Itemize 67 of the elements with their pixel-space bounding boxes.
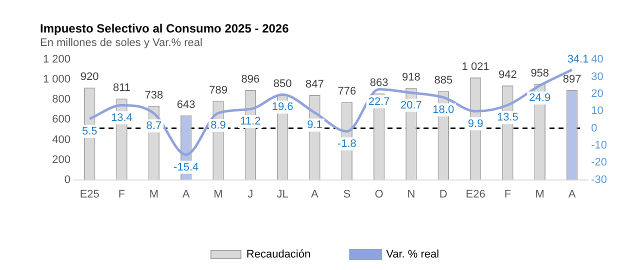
data-label: 958 xyxy=(530,67,550,80)
data-label: 13.4 xyxy=(111,112,132,124)
data-label: 847 xyxy=(306,78,324,90)
data-label: 19.6 xyxy=(272,101,294,114)
data-label: 738 xyxy=(144,89,164,102)
data-label: 8.9 xyxy=(210,120,226,132)
data-label: 811 xyxy=(112,82,131,94)
x-tick-label: F xyxy=(504,188,512,200)
data-label: 24.9 xyxy=(529,92,551,104)
data-label: 18.0 xyxy=(432,104,454,116)
y2-tick-label: -30 xyxy=(591,174,608,186)
legend-label: Var. % real xyxy=(386,248,440,261)
y2-tick-label: -10 xyxy=(591,139,608,152)
x-tick-label: M xyxy=(149,188,159,200)
data-label: -15.4 xyxy=(174,161,199,174)
legend-label: Recaudación xyxy=(246,248,311,261)
x-tick-label: JL xyxy=(276,188,288,200)
data-label: 1 021 xyxy=(462,61,490,74)
x-tick-label: M xyxy=(535,188,544,200)
x-tick-label: A xyxy=(568,188,576,200)
data-label: 942 xyxy=(498,68,517,81)
x-tick-label: M xyxy=(214,188,223,200)
data-label: 20.7 xyxy=(400,99,422,112)
x-tick-label: A xyxy=(311,188,320,200)
y-tick-label: 1 200 xyxy=(42,54,71,66)
x-tick-label: F xyxy=(118,188,126,200)
data-label: 897 xyxy=(562,73,582,86)
y2-tick-label: 40 xyxy=(591,54,604,66)
data-label: 9.1 xyxy=(307,119,322,132)
data-label: 863 xyxy=(370,76,388,89)
data-label: 13.5 xyxy=(496,112,518,124)
x-tick-label: D xyxy=(439,188,448,200)
x-tick-label: O xyxy=(374,188,384,200)
chart-title: Impuesto Selectivo al Consumo 2025 - 2026 xyxy=(40,22,290,36)
x-tick-label: E26 xyxy=(466,188,486,200)
y-tick-label: 600 xyxy=(52,114,71,126)
y-tick-label: 200 xyxy=(52,154,71,166)
y-tick-label: 400 xyxy=(52,134,71,146)
y-tick-label: 800 xyxy=(52,94,71,106)
x-tick-label: N xyxy=(407,188,416,200)
data-label: 850 xyxy=(273,78,292,90)
data-label: 34.1 xyxy=(567,53,589,66)
y2-tick-label: 30 xyxy=(591,70,604,83)
data-label: -1.8 xyxy=(337,138,356,150)
data-label: 789 xyxy=(209,84,228,96)
x-tick-label: S xyxy=(343,188,351,200)
data-label: 896 xyxy=(241,74,260,86)
x-tick-label: A xyxy=(182,188,190,200)
y2-tick-label: 0 xyxy=(591,122,598,134)
x-tick-label: E25 xyxy=(80,188,100,200)
data-label: 885 xyxy=(434,74,453,87)
data-label: 776 xyxy=(338,86,356,98)
data-label: 643 xyxy=(176,98,196,111)
data-label: 920 xyxy=(80,71,99,84)
data-label: 5.5 xyxy=(82,125,98,138)
y2-tick-label: 10 xyxy=(591,105,604,118)
data-label: 9.9 xyxy=(468,118,484,130)
y2-tick-label: -20 xyxy=(591,156,608,169)
chart-subtitle: En millones de soles y Var.% real xyxy=(40,37,202,50)
data-label: 918 xyxy=(402,71,420,84)
y-tick-label: 0 xyxy=(64,174,71,186)
x-tick-label: J xyxy=(248,188,254,200)
data-label: 8.7 xyxy=(146,120,162,132)
y2-tick-label: 20 xyxy=(591,88,604,100)
y-tick-label: 1 000 xyxy=(42,74,71,86)
data-label: 22.7 xyxy=(368,96,390,108)
data-label: 11.2 xyxy=(240,116,261,128)
